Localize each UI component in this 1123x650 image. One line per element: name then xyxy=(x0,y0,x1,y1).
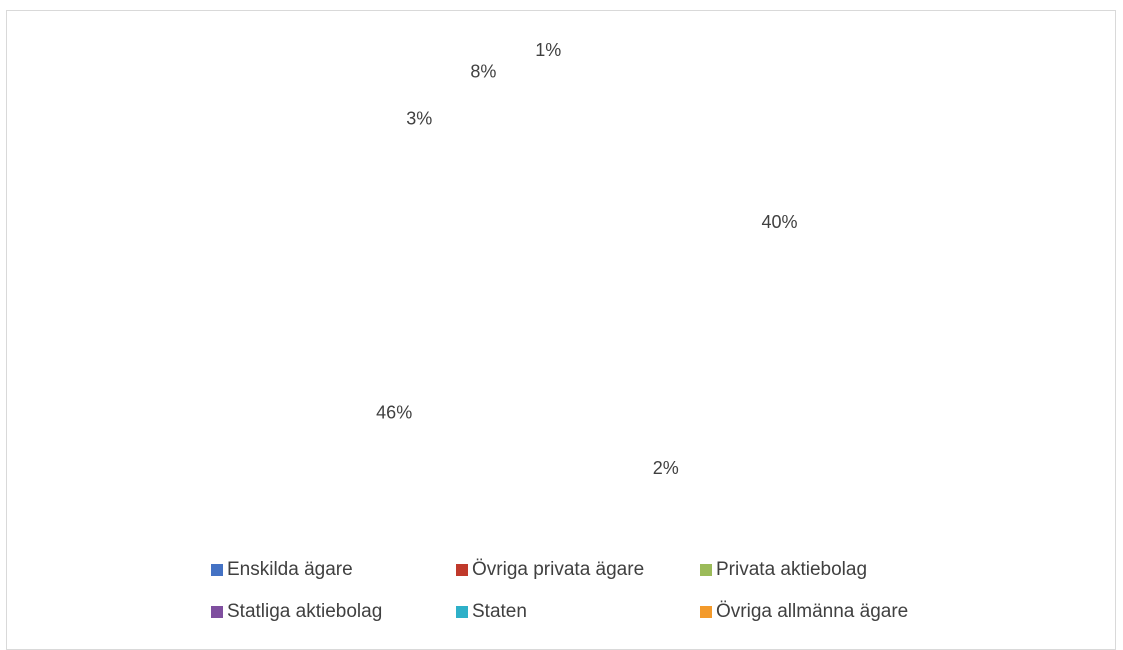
data-label-1: 2% xyxy=(653,458,679,478)
data-label-3: 3% xyxy=(406,109,432,129)
chart-frame xyxy=(6,10,1116,650)
data-label-5: 1% xyxy=(535,40,561,60)
data-label-0: 40% xyxy=(761,212,797,232)
data-label-4: 8% xyxy=(470,61,496,81)
data-label-2: 46% xyxy=(376,402,412,422)
data-labels: 40% 2% 46% 3% 8% 1% xyxy=(376,40,797,478)
